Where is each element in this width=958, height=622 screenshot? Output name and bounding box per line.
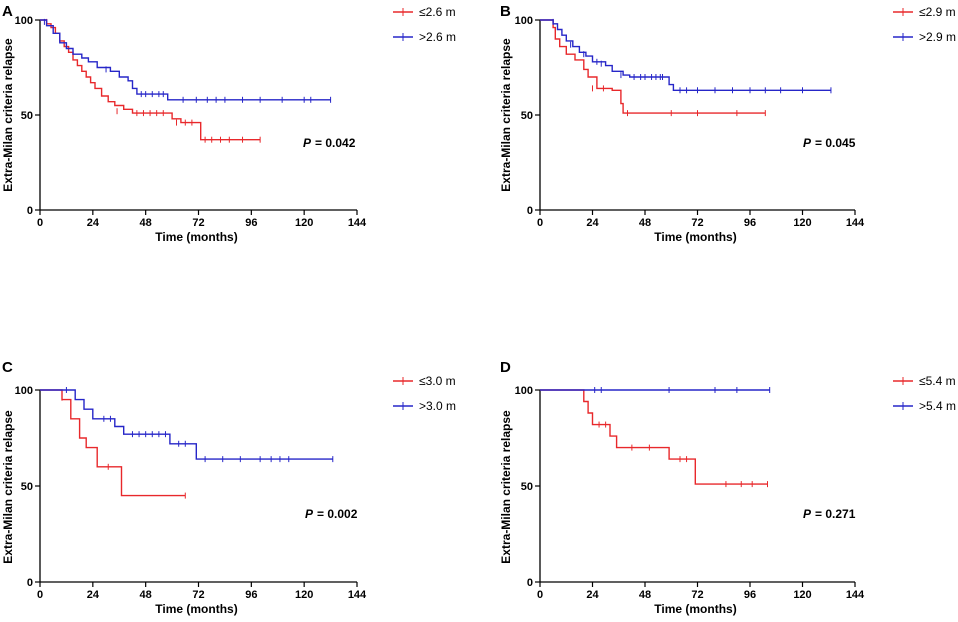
x-tick-label: 72 <box>192 217 204 229</box>
legend-label: >5.4 m <box>919 399 956 413</box>
panel-letter: D <box>500 359 511 376</box>
panel-c: C 0 24 48 72 96 120 144 0 50 100 Time (months) Extra… <box>1 359 456 616</box>
p-value: = 0.045 <box>815 136 856 150</box>
series-line <box>40 19 331 101</box>
y-tick-label: 0 <box>527 205 533 217</box>
x-tick-label: 96 <box>744 589 756 601</box>
legend-label: ≤3.0 m <box>419 374 456 388</box>
x-tick-label: 0 <box>537 217 543 229</box>
x-tick-label: 144 <box>348 217 367 229</box>
p-value-annotation: P = 0.002 <box>305 507 358 521</box>
x-tick-label: 48 <box>140 217 152 229</box>
panel-letter: B <box>500 3 511 20</box>
panel-letter: C <box>2 359 13 376</box>
series-line <box>40 19 261 141</box>
x-tick-label: 144 <box>348 589 367 601</box>
y-axis-label: Extra-Milan criteria relapse <box>499 38 513 192</box>
x-tick-label: 0 <box>37 589 43 601</box>
panel-d: D 0 24 48 72 96 120 144 0 50 100 Time (months) Extra… <box>499 359 956 616</box>
x-tick-label: 0 <box>537 589 543 601</box>
y-tick-label: 100 <box>515 385 533 397</box>
series-line <box>540 389 768 485</box>
panel-b: B 0 24 48 72 96 120 144 0 50 100 Time (months) Extra… <box>499 3 956 244</box>
x-tick-label: 72 <box>192 589 204 601</box>
y-axis-label: Extra-Milan criteria relapse <box>499 410 513 564</box>
y-axis-label: Extra-Milan criteria relapse <box>1 38 15 192</box>
panel-letter: A <box>2 3 13 20</box>
x-tick-label: 48 <box>639 217 651 229</box>
x-tick-label: 120 <box>295 217 313 229</box>
p-symbol: P <box>803 507 812 521</box>
y-tick-label: 0 <box>527 577 533 589</box>
legend-label: >2.9 m <box>919 30 956 44</box>
p-value-annotation: P = 0.271 <box>803 507 856 521</box>
x-tick-label: 0 <box>37 217 43 229</box>
y-tick-label: 50 <box>521 110 533 122</box>
legend-label: >2.6 m <box>419 30 456 44</box>
p-symbol: P <box>303 136 312 150</box>
y-tick-label: 100 <box>15 385 33 397</box>
series-line <box>540 19 831 91</box>
x-axis-label: Time (months) <box>654 230 736 244</box>
x-tick-label: 24 <box>586 589 599 601</box>
x-tick-label: 24 <box>87 217 100 229</box>
x-tick-label: 72 <box>691 589 703 601</box>
series-line <box>40 389 333 460</box>
legend-label: >3.0 m <box>419 399 456 413</box>
y-tick-label: 100 <box>515 15 533 27</box>
y-tick-label: 50 <box>21 110 33 122</box>
p-symbol: P <box>803 136 812 150</box>
legend-label: ≤2.6 m <box>419 5 456 19</box>
x-tick-label: 48 <box>140 589 152 601</box>
panel-a: A 0 24 48 72 96 120 144 0 50 100 Time (months) Extra… <box>1 3 456 244</box>
x-tick-label: 72 <box>691 217 703 229</box>
p-value: = 0.271 <box>815 507 856 521</box>
x-axis-label: Time (months) <box>654 602 736 616</box>
legend-label: ≤2.9 m <box>919 5 956 19</box>
y-tick-label: 0 <box>27 577 33 589</box>
x-tick-label: 96 <box>245 217 257 229</box>
y-tick-label: 50 <box>21 481 33 493</box>
series-line <box>40 389 186 497</box>
series-line <box>540 19 766 114</box>
x-tick-label: 144 <box>846 217 865 229</box>
x-tick-label: 120 <box>793 217 811 229</box>
p-value: = 0.002 <box>317 507 358 521</box>
p-symbol: P <box>305 507 314 521</box>
x-tick-label: 120 <box>295 589 313 601</box>
x-axis-label: Time (months) <box>155 230 237 244</box>
x-tick-label: 48 <box>639 589 651 601</box>
p-value-annotation: P = 0.045 <box>803 136 856 150</box>
y-tick-label: 0 <box>27 205 33 217</box>
x-tick-label: 120 <box>793 589 811 601</box>
x-tick-label: 96 <box>744 217 756 229</box>
x-tick-label: 144 <box>846 589 865 601</box>
y-axis-label: Extra-Milan criteria relapse <box>1 410 15 564</box>
x-axis-label: Time (months) <box>155 602 237 616</box>
legend-label: ≤5.4 m <box>919 374 956 388</box>
x-tick-label: 96 <box>245 589 257 601</box>
p-value: = 0.042 <box>315 136 356 150</box>
y-tick-label: 50 <box>521 481 533 493</box>
p-value-annotation: P = 0.042 <box>303 136 356 150</box>
x-tick-label: 24 <box>586 217 599 229</box>
x-tick-label: 24 <box>87 589 100 601</box>
y-tick-label: 100 <box>15 15 33 27</box>
